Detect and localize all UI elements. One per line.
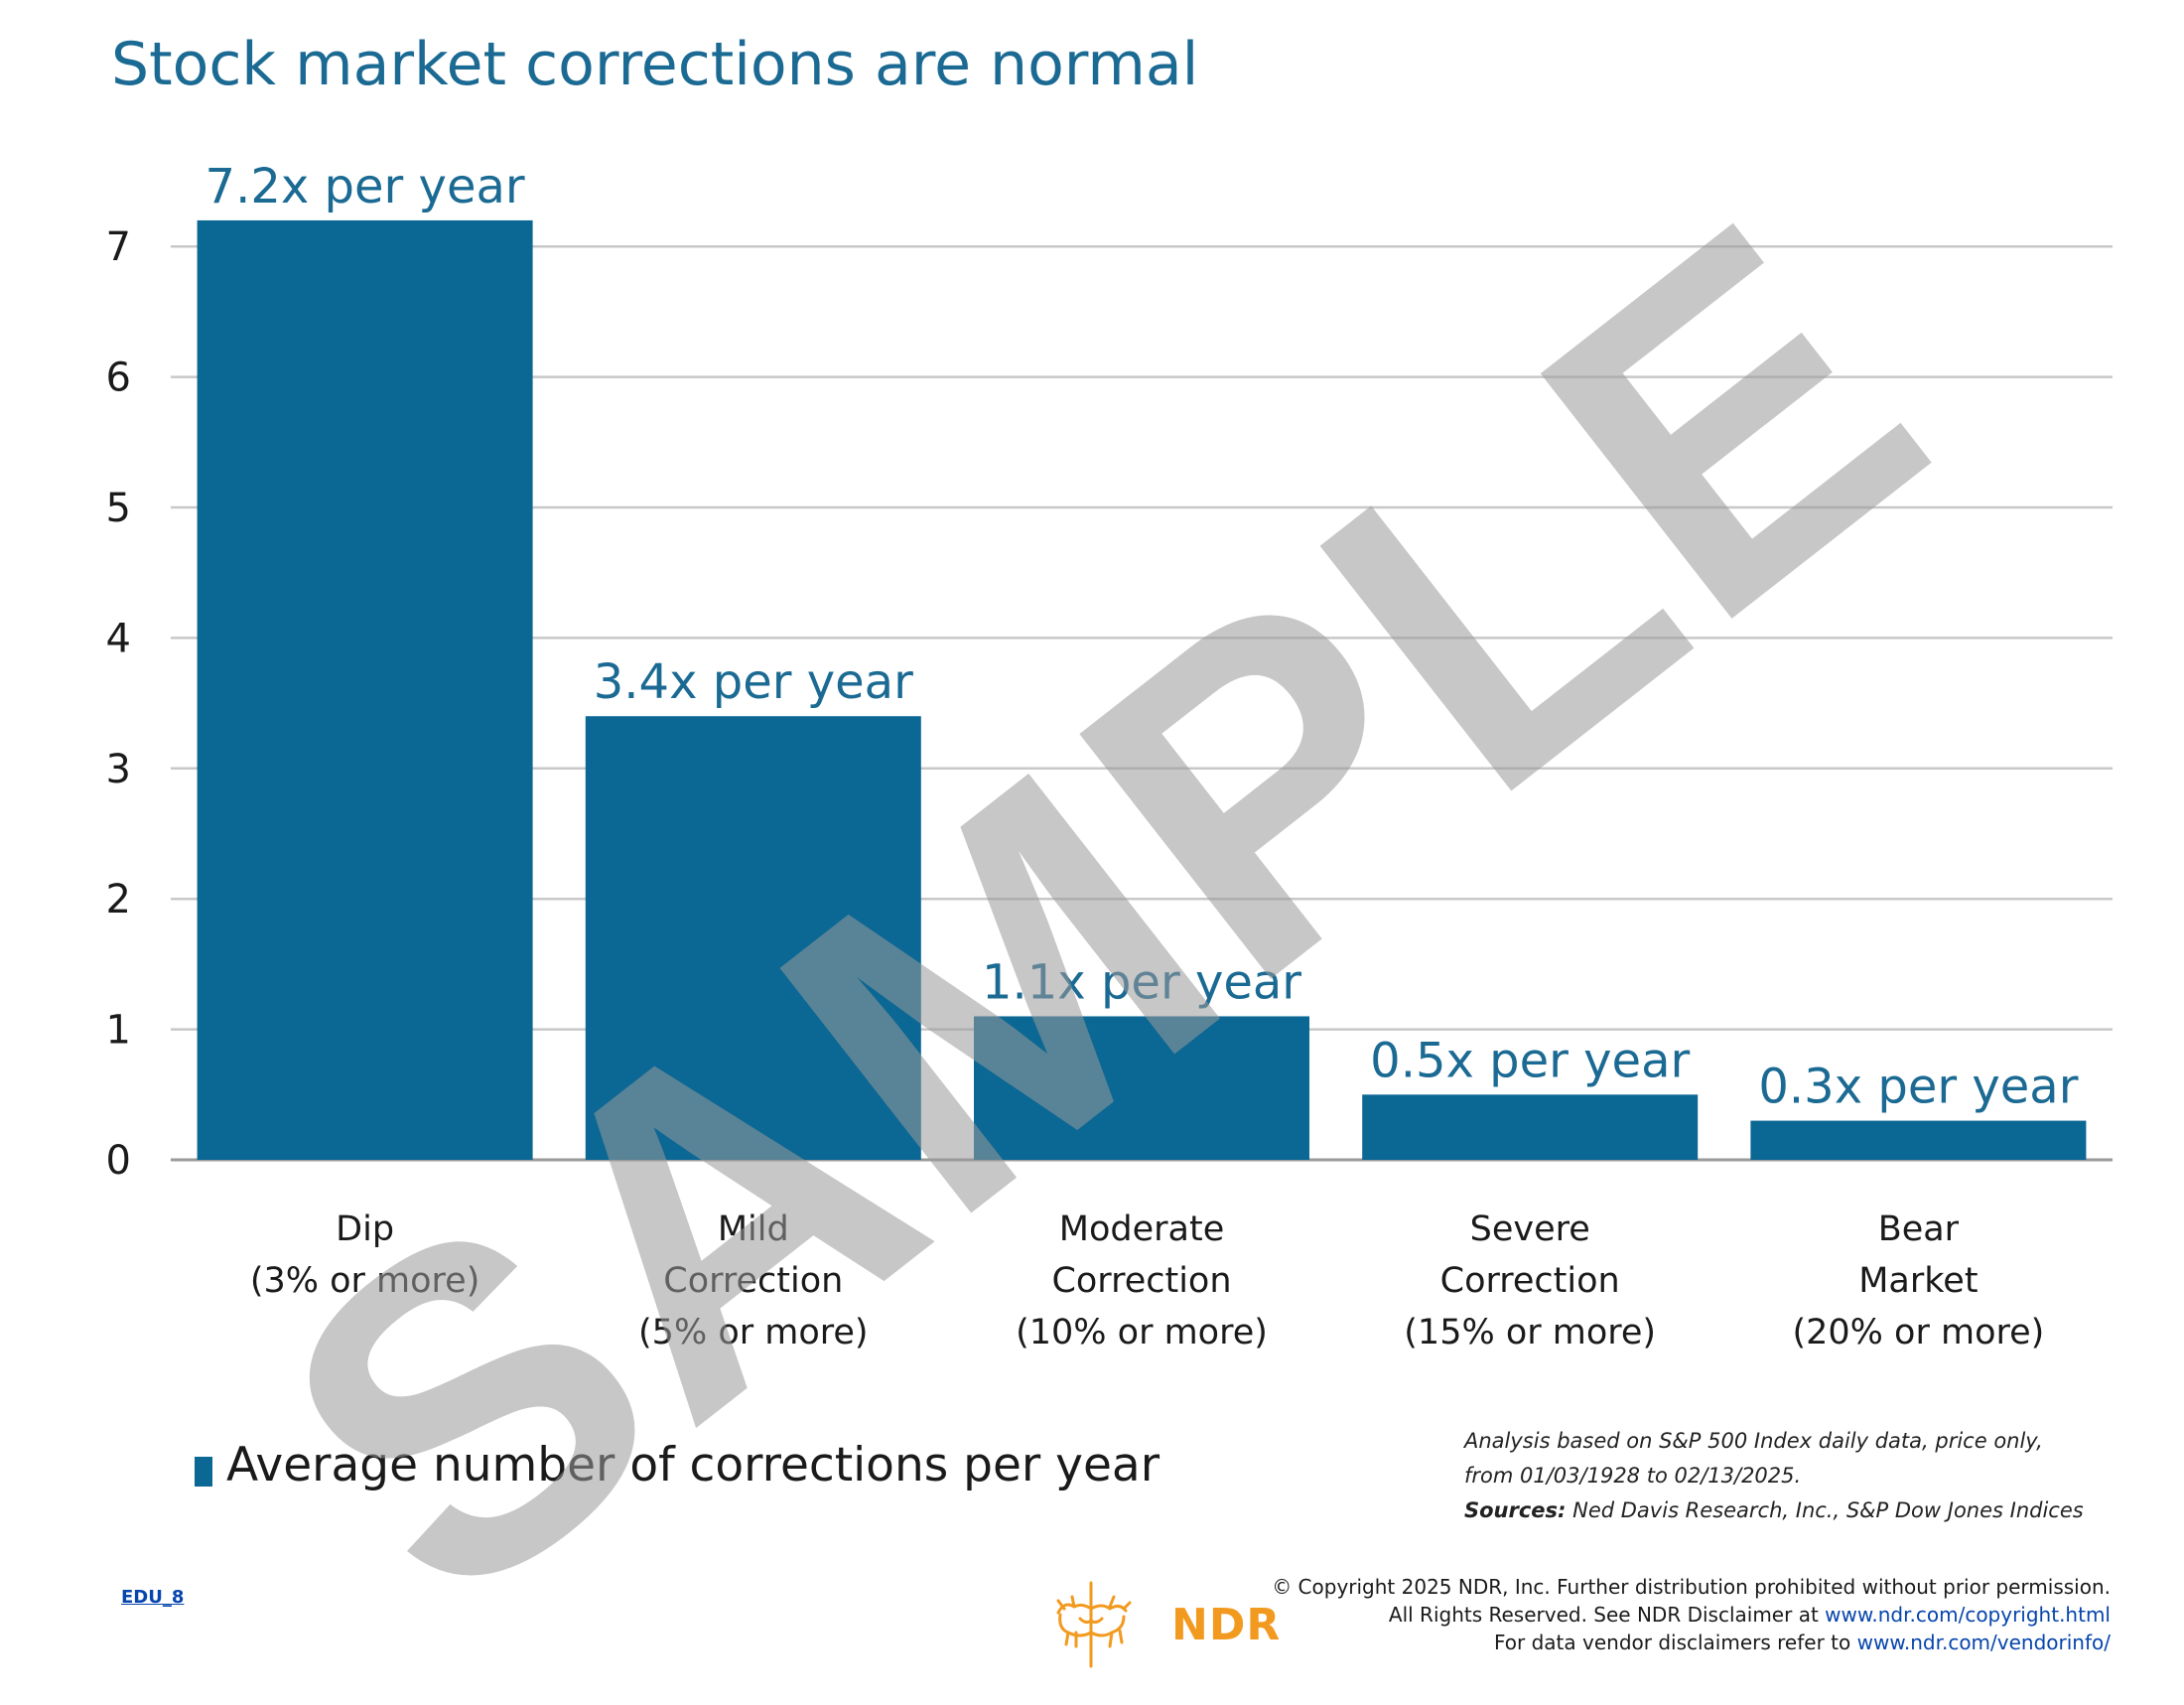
y-tick-label: 1 — [106, 1008, 131, 1054]
note-line-2: from 01/03/1928 to 02/13/2025. — [1464, 1464, 1802, 1488]
bar — [197, 219, 533, 1161]
y-axis-ticks: 0 1 2 3 4 5 6 7 — [106, 224, 131, 1184]
y-tick-label: 0 — [106, 1138, 131, 1184]
x-category-label-line: Correction — [663, 1261, 844, 1301]
y-tick-label: 6 — [106, 355, 131, 401]
bars — [197, 219, 2087, 1161]
x-category-label: Severe Correction (15% or more) — [1351, 1204, 1708, 1358]
copyright-line-3: For data vendor disclaimers refer to www… — [1272, 1629, 2111, 1656]
bar — [585, 716, 921, 1160]
legend-swatch — [195, 1456, 212, 1487]
ndr-logo-text: NDR — [1171, 1600, 1282, 1650]
note-sources: Sources: Ned Davis Research, Inc., S&P D… — [1464, 1493, 2119, 1528]
x-category-label: Bear Market (20% or more) — [1739, 1204, 2097, 1358]
analysis-note: Analysis based on S&P 500 Index daily da… — [1464, 1424, 2119, 1528]
legend: Average number of corrections per year — [195, 1438, 1160, 1492]
x-category-label-line: Moderate — [1058, 1209, 1225, 1249]
note-line-1: Analysis based on S&P 500 Index daily da… — [1464, 1429, 2043, 1453]
x-category-label-line: Correction — [1439, 1261, 1620, 1301]
bar — [974, 1016, 1309, 1160]
bar — [1362, 1094, 1699, 1160]
copyright-line-2: All Rights Reserved. See NDR Disclaimer … — [1272, 1601, 2111, 1629]
x-category-label: Moderate Correction (10% or more) — [963, 1204, 1320, 1358]
data-labels: 7.2x per year 3.4x per year 1.1x per year 0… — [205, 159, 2079, 1115]
copyright-link[interactable]: www.ndr.com/copyright.html — [1825, 1603, 2111, 1627]
x-category-label-line: (5% or more) — [638, 1313, 869, 1352]
x-category-label-line: Bear — [1877, 1209, 1960, 1249]
data-label: 3.4x per year — [594, 654, 913, 710]
sources-text: Ned Davis Research, Inc., S&P Dow Jones … — [1566, 1498, 2084, 1522]
bull-bear-logo-icon — [1056, 1581, 1132, 1668]
sources-label: Sources: — [1464, 1498, 1567, 1522]
bar — [1750, 1120, 2087, 1160]
edu-code-link[interactable]: EDU_8 — [121, 1587, 185, 1608]
x-category-label-line: Dip — [336, 1209, 395, 1249]
x-category-label-line: Market — [1858, 1261, 1979, 1301]
y-tick-label: 5 — [106, 486, 131, 531]
x-category-label-line: Mild — [717, 1209, 789, 1249]
x-category-label-line: (15% or more) — [1404, 1313, 1657, 1352]
data-label: 1.1x per year — [982, 954, 1301, 1010]
x-category-label-line: (3% or more) — [249, 1261, 480, 1301]
copyright-line-2-text: All Rights Reserved. See NDR Disclaimer … — [1388, 1603, 1826, 1627]
vendor-info-link[interactable]: www.ndr.com/vendorinfo/ — [1856, 1631, 2111, 1654]
chart-title: Stock market corrections are normal — [111, 30, 1199, 99]
data-label: 0.3x per year — [1758, 1060, 2078, 1115]
y-tick-label: 3 — [106, 747, 131, 792]
y-tick-label: 7 — [106, 224, 131, 270]
x-category-label-line: Severe — [1469, 1209, 1590, 1249]
x-category-label: Dip (3% or more) — [187, 1204, 544, 1307]
data-label: 7.2x per year — [205, 159, 525, 214]
x-category-label: Mild Correction (5% or more) — [575, 1204, 932, 1358]
x-category-label-line: (20% or more) — [1792, 1313, 2045, 1352]
legend-label: Average number of corrections per year — [226, 1438, 1160, 1492]
y-tick-label: 4 — [106, 616, 131, 661]
x-category-label-line: (10% or more) — [1016, 1313, 1268, 1352]
x-category-label-line: Correction — [1051, 1261, 1232, 1301]
copyright-line-1: © Copyright 2025 NDR, Inc. Further distr… — [1272, 1575, 2111, 1599]
y-tick-label: 2 — [106, 877, 131, 923]
data-label: 0.5x per year — [1370, 1033, 1690, 1088]
copyright-line-3-text: For data vendor disclaimers refer to — [1493, 1631, 1857, 1654]
copyright-notice: © Copyright 2025 NDR, Inc. Further distr… — [1272, 1573, 2111, 1656]
